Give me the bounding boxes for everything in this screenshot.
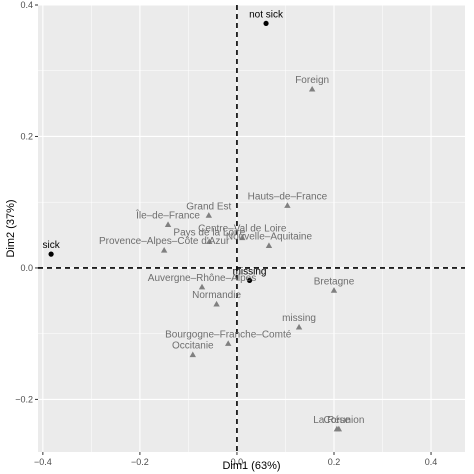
data-point [239, 234, 246, 241]
x-axis-ticks: −0.4 −0.2 0.0 0.2 0.4 [34, 452, 437, 467]
point-label: Corse [324, 415, 351, 426]
point-label: Île–de–France [135, 209, 200, 222]
data-point [330, 287, 338, 293]
x-tick-label: 0.2 [328, 457, 341, 467]
x-tick-label: −0.2 [131, 457, 149, 467]
point-label: Pays de la Loire [173, 228, 245, 239]
point-label: not sick [249, 9, 284, 20]
data-point [265, 242, 273, 248]
point-label: Occitanie [172, 341, 214, 352]
y-tick-label: 0.4 [20, 0, 33, 10]
point-label: sick [42, 240, 60, 251]
point-label: Bourgogne–Franche–Comté [165, 330, 292, 341]
data-point [225, 340, 232, 346]
x-tick-label: −0.4 [34, 457, 52, 467]
y-axis-ticks: −0.2 0.0 0.2 0.4 [15, 0, 38, 404]
point-label: Bretagne [314, 276, 355, 287]
data-point [205, 212, 212, 218]
point-label: missing [282, 313, 316, 324]
data-point [198, 283, 206, 290]
data-point [295, 323, 303, 330]
reference-lines [38, 5, 465, 452]
x-tick-label: 0.4 [425, 457, 438, 467]
point-label: Hauts–de–France [248, 191, 328, 202]
data-point [333, 425, 341, 432]
data-point [284, 202, 291, 208]
data-point [213, 300, 220, 307]
point-label: Auvergne–Rhône–Alpes [148, 273, 256, 284]
point-label: missing [233, 266, 267, 277]
x-axis-title: Dim1 (63%) [222, 460, 280, 472]
point-label: La Réunion [313, 415, 364, 426]
point-label: Centre–Val de Loire [198, 224, 287, 235]
y-tick-label: −0.2 [15, 394, 33, 404]
data-points [48, 20, 343, 432]
point-label: Grand Est [186, 201, 231, 212]
plot-panel [38, 5, 465, 452]
data-point [160, 246, 168, 253]
data-point [263, 20, 269, 27]
point-labels: not sick sick missing Foreign Grand Est Hauts… [42, 9, 364, 426]
data-point [48, 251, 54, 257]
data-point [308, 85, 316, 92]
point-label: Foreign [295, 75, 329, 86]
y-axis-title: Dim2 (37%) [5, 199, 17, 257]
data-point [246, 277, 253, 284]
data-point [164, 221, 172, 227]
point-label: Normandie [192, 290, 241, 301]
y-tick-label: 0.2 [20, 131, 33, 141]
x-tick-label: 0.0 [231, 457, 244, 467]
data-point [189, 351, 196, 358]
point-label: Provence–Alpes–Côte d'Azur [99, 236, 230, 247]
y-tick-label: 0.0 [20, 263, 33, 273]
data-point [206, 238, 213, 245]
point-label: Nouvelle–Aquitaine [226, 232, 313, 243]
